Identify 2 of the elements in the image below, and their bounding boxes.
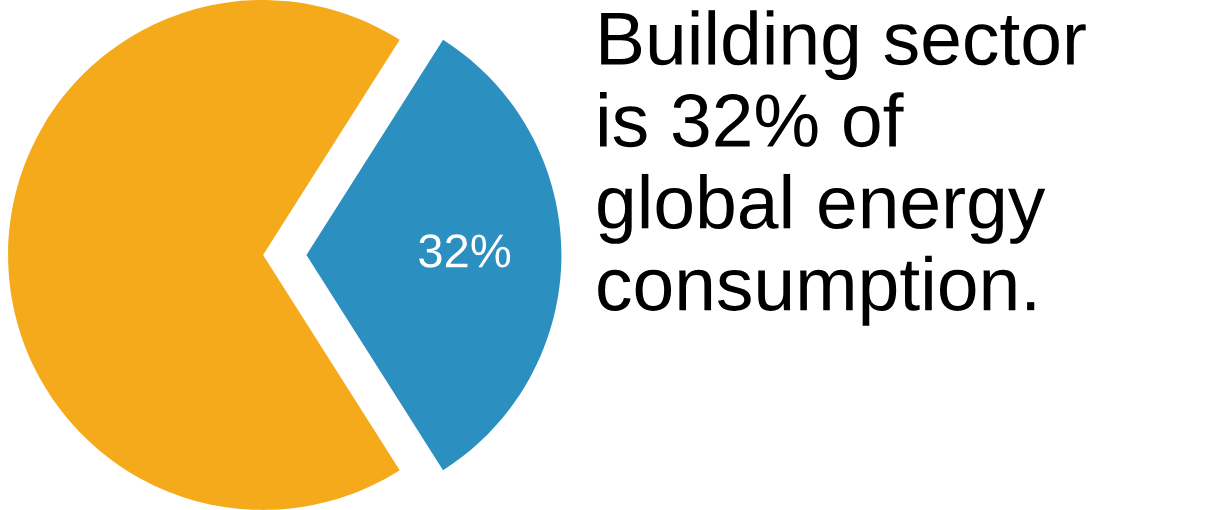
data-label: 32% [419, 234, 511, 268]
text: Building sector is 32% of global energy consumption. [598, 10, 1086, 326]
